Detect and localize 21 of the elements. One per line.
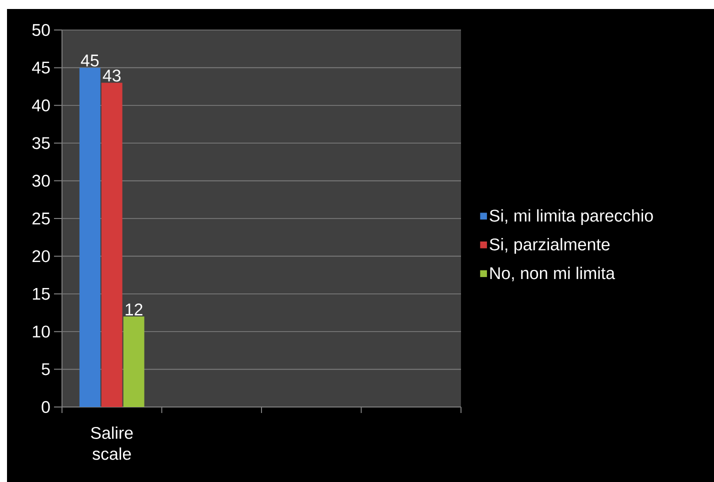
y-tick-label: 45 (32, 62, 50, 74)
y-tick-label: 30 (32, 174, 50, 187)
y-tick-label: 0 (42, 401, 50, 413)
y-tick-label: 50 (32, 24, 50, 36)
data-label: 43 (102, 70, 121, 82)
y-tick-label: 40 (32, 99, 50, 112)
data-label: 45 (80, 54, 99, 67)
y-tick-label: 15 (32, 288, 50, 300)
bar (123, 316, 144, 407)
legend-label: No, non mi limita (490, 266, 616, 282)
data-label: 12 (126, 303, 142, 316)
bar (101, 82, 122, 407)
legend-label: Si, mi limita parecchio (490, 209, 653, 226)
y-tick-label: 10 (32, 326, 50, 338)
y-tick-label: 20 (32, 250, 50, 262)
legend-label: Si, parzialmente (490, 238, 610, 254)
y-tick-label: 25 (32, 212, 50, 224)
bar (79, 68, 100, 407)
y-tick-label: 35 (32, 137, 50, 150)
x-tick-label: Salire scale (90, 426, 133, 460)
y-tick-label: 5 (42, 363, 50, 376)
